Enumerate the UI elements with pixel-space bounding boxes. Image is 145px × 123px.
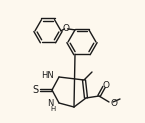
Text: O: O: [62, 24, 69, 33]
Text: N: N: [48, 100, 54, 108]
Text: H: H: [51, 106, 56, 112]
Text: HN: HN: [41, 71, 54, 80]
Text: S: S: [32, 85, 39, 95]
Text: O: O: [110, 99, 117, 108]
Text: O: O: [103, 80, 109, 90]
